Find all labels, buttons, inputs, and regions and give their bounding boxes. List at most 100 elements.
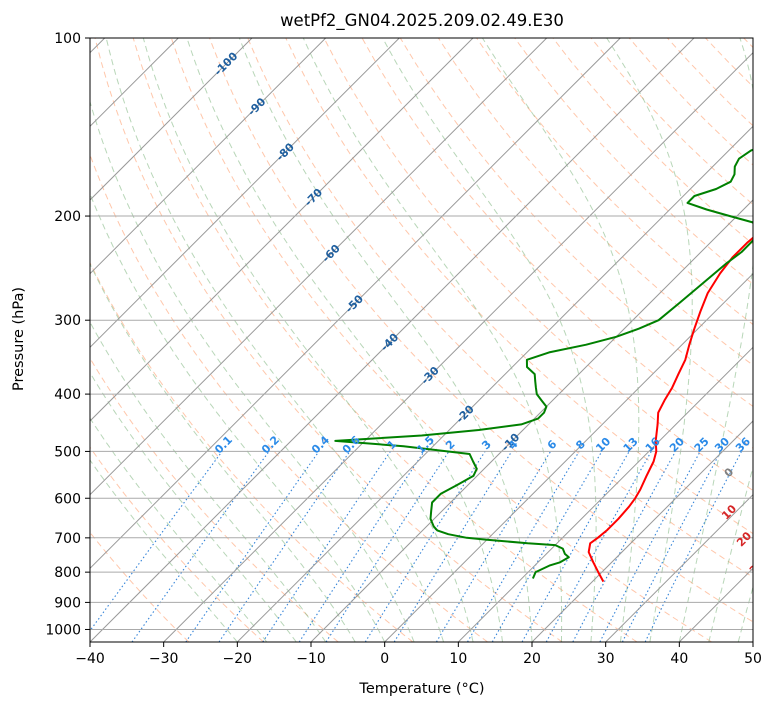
temperature-profile-line — [587, 236, 753, 583]
mixing-ratio-label: 25 — [692, 435, 712, 455]
isotherms — [90, 38, 753, 642]
moist-adiabat-label: 40 — [767, 585, 775, 605]
dry-adiabat-line — [247, 38, 753, 578]
y-tick-label: 300 — [54, 313, 81, 329]
moist-adiabat-line — [302, 38, 563, 642]
moist-adiabat-label: 20 — [734, 529, 754, 549]
dry-adiabat-line — [476, 38, 753, 326]
dry-adiabat-line — [170, 38, 712, 642]
moist-adiabat-line — [105, 38, 445, 642]
y-tick-label: 700 — [54, 531, 81, 547]
dry-adiabat-line — [90, 531, 190, 642]
dry-adiabat-line — [90, 357, 339, 642]
plot-frame — [89, 37, 754, 643]
dry-adiabat-line — [90, 153, 488, 642]
moist-adiabat-label: 10 — [719, 502, 739, 522]
x-tick-label: 20 — [523, 651, 541, 667]
chart-title: wetPf2_GN04.2025.209.02.49.E30 — [280, 11, 564, 31]
isotherm-line — [90, 38, 474, 422]
mixing-ratio-line — [218, 451, 351, 642]
mixing-ratio-label: 0.4 — [309, 433, 332, 456]
isotherm-line — [90, 38, 695, 642]
mixing-ratio-label: 0.6 — [340, 433, 363, 456]
dry-adiabat-line — [323, 38, 753, 492]
mixing-ratio-label: 1.5 — [414, 433, 437, 456]
x-tick-label: 10 — [449, 651, 467, 667]
isotherm-line — [531, 420, 753, 642]
moist-adiabat-line — [186, 38, 503, 642]
mixing-ratio-label: 3 — [479, 438, 494, 453]
dry-adiabats — [90, 38, 753, 642]
moist-adiabat-line — [708, 465, 753, 642]
mixing-ratio-line — [644, 451, 742, 642]
x-tick-label: −10 — [296, 651, 326, 667]
dry-adiabat-line — [209, 38, 753, 623]
x-axis-title: Temperature (°C) — [358, 681, 484, 697]
mixing-ratio-label: 1 — [385, 438, 400, 453]
dry-adiabat-line — [705, 38, 753, 88]
isotherm-line — [90, 38, 253, 201]
mixing-ratio-line — [90, 451, 223, 632]
mixing-ratio-line — [298, 451, 425, 642]
y-axis-ticks: 100 200 300 400 500 600 700 800 900 1000 — [45, 31, 90, 638]
y-tick-label: 200 — [54, 209, 81, 225]
pressure-gridlines — [90, 38, 753, 630]
x-tick-label: 50 — [744, 651, 762, 667]
dry-adiabat-line — [743, 38, 753, 49]
moist-adiabat-line — [382, 38, 597, 642]
y-tick-label: 800 — [54, 565, 81, 581]
x-tick-label: 40 — [670, 651, 688, 667]
x-axis-ticks: −40 −30 −20 −10 0 10 20 30 40 50 — [75, 642, 762, 667]
mixing-ratio-line — [262, 451, 391, 642]
moist-adiabats — [90, 38, 753, 642]
mixing-ratio-lines — [90, 451, 742, 642]
moist-adiabat-line — [142, 38, 474, 642]
dry-adiabat-line — [90, 446, 264, 642]
dry-adiabat-line — [667, 38, 753, 127]
isotherm-line — [90, 38, 400, 349]
mixing-ratio-line — [599, 451, 701, 642]
mixing-ratio-line — [545, 451, 652, 642]
moist-adiabat-line — [90, 459, 238, 642]
isotherm-line — [752, 641, 753, 642]
y-tick-label: 400 — [54, 387, 81, 403]
dry-adiabat-line — [590, 38, 753, 206]
mixing-ratio-line — [325, 451, 450, 642]
moist-adiabat-line — [678, 38, 753, 642]
isotherm-line — [310, 199, 753, 642]
x-tick-label: 0 — [380, 651, 389, 667]
isotherm-line — [236, 125, 753, 642]
dry-adiabat-line — [285, 38, 753, 535]
x-tick-label: −30 — [149, 651, 179, 667]
isotherm-line — [457, 346, 753, 642]
x-tick-label: 30 — [597, 651, 615, 667]
profile-series — [334, 148, 753, 583]
dry-adiabat-line — [90, 261, 414, 642]
dry-adiabat-line — [514, 38, 753, 285]
isotherm-line — [90, 38, 621, 570]
x-tick-label: −20 — [223, 651, 253, 667]
mixing-ratio-label: 8 — [573, 438, 588, 453]
x-tick-label: −40 — [75, 651, 105, 667]
y-tick-label: 500 — [54, 444, 81, 460]
mixing-ratio-line — [621, 451, 722, 642]
isotherm-line — [605, 493, 753, 642]
isotherm-line — [163, 51, 753, 642]
moist-adiabat-line — [737, 585, 753, 642]
y-tick-label: 100 — [54, 31, 81, 47]
mixing-ratio-label: 2 — [443, 438, 458, 453]
moist-adiabat-line — [606, 38, 693, 642]
moist-adiabat-line — [90, 321, 327, 642]
isotherm-line — [90, 38, 327, 275]
moist-adiabat-line — [90, 417, 268, 642]
mixing-ratio-line — [572, 451, 676, 642]
isotherm-line — [90, 38, 548, 496]
dry-adiabat-line — [94, 38, 563, 642]
dry-adiabat-line — [132, 38, 638, 642]
plot-area: -100-90-80-70-60-50-40-30-20-100.1 0.2 0.4… — [90, 38, 775, 642]
moist-adiabat-line — [481, 38, 640, 642]
dry-adiabat-line — [552, 38, 753, 245]
isotherm-line — [678, 567, 753, 642]
